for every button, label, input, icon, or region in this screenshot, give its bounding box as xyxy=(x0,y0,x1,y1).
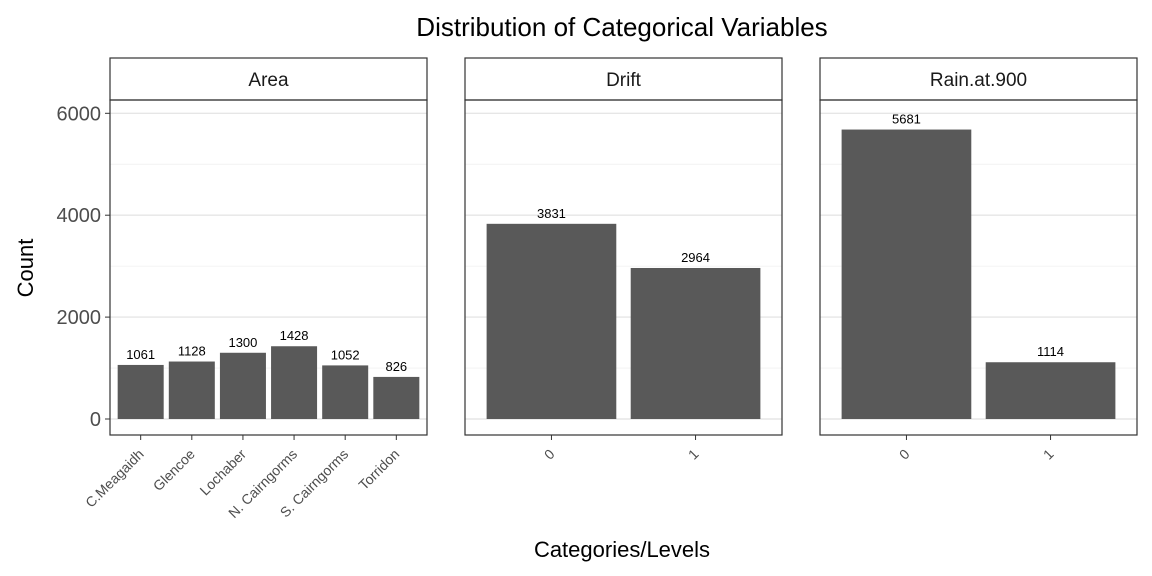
data-label: 1428 xyxy=(280,328,309,343)
panel-border xyxy=(819,99,1138,436)
bar xyxy=(168,361,215,419)
facet-strip-label: Rain.at.900 xyxy=(930,70,1027,91)
facet-panel-area: Area 1061 1128 1300 1428 1052 826 C.Meagaidh Gle… xyxy=(57,57,428,521)
x-tick-label: Lochaber xyxy=(196,446,249,499)
y-tick-label: 6000 xyxy=(57,103,102,125)
data-label: 1052 xyxy=(331,347,360,362)
bar xyxy=(630,267,761,419)
facet-strip-label: Area xyxy=(248,70,289,91)
facet-strip xyxy=(819,57,1138,101)
y-axis-title: Count xyxy=(13,239,38,298)
x-tick-label: 1 xyxy=(1040,446,1057,463)
x-axis-title: Categories/Levels xyxy=(534,537,710,562)
bar xyxy=(219,352,266,419)
x-tick-label: Glencoe xyxy=(150,446,198,494)
facet-strip-label: Drift xyxy=(606,70,642,91)
bar xyxy=(486,223,617,419)
facet-panels: Area 1061 1128 1300 1428 1052 826 C.Meagaidh Gle… xyxy=(57,57,1138,521)
bar xyxy=(271,346,318,419)
y-tick-label: 4000 xyxy=(57,205,102,227)
y-tick-label: 2000 xyxy=(57,307,102,329)
data-label: 826 xyxy=(385,359,407,374)
x-tick-label: 1 xyxy=(685,446,702,463)
data-label: 1128 xyxy=(178,344,206,359)
bar xyxy=(841,129,972,420)
x-tick-label: 0 xyxy=(541,446,558,463)
data-label: 5681 xyxy=(892,112,921,127)
bar xyxy=(322,365,369,419)
x-tick-label: 0 xyxy=(896,446,913,463)
bar xyxy=(373,376,420,419)
data-label: 1061 xyxy=(126,347,155,362)
data-label: 1300 xyxy=(228,335,257,350)
data-label: 1114 xyxy=(1037,344,1064,359)
y-tick-label: 0 xyxy=(90,409,101,431)
facet-panel-rain-at-900: Rain.at.900 5681 1114 0 1 xyxy=(819,57,1138,463)
chart-title: Distribution of Categorical Variables xyxy=(416,12,827,42)
x-tick-label: C.Meagaidh xyxy=(82,446,147,511)
panel-border xyxy=(109,99,428,436)
facet-strip xyxy=(109,57,428,101)
facet-panel-drift: Drift 3831 2964 0 1 xyxy=(464,57,783,463)
panel-border xyxy=(464,99,783,436)
x-tick-label: Torridon xyxy=(355,446,402,493)
facet-strip xyxy=(464,57,783,101)
data-label: 3831 xyxy=(537,206,566,221)
bar xyxy=(117,364,164,419)
bar xyxy=(985,362,1116,419)
data-label: 2964 xyxy=(681,250,710,265)
